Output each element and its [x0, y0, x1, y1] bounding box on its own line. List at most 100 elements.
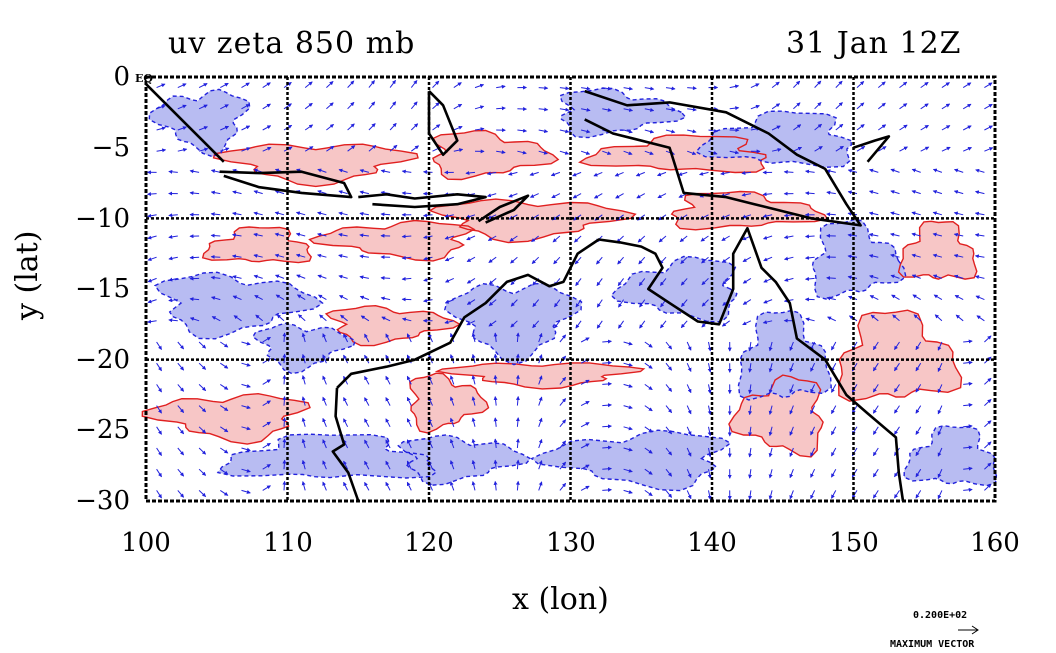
vorticity-contour-layer [141, 87, 998, 492]
wind-vector [596, 278, 603, 287]
wind-vector [317, 190, 327, 195]
wind-vector [810, 384, 816, 394]
wind-vector [262, 400, 271, 407]
wind-vector [572, 171, 582, 177]
wind-vector [474, 127, 485, 132]
wind-vector [962, 82, 972, 89]
wind-vector [644, 405, 653, 412]
negative-vorticity-area [812, 219, 906, 300]
wind-vector [847, 168, 858, 173]
wind-vector [147, 213, 157, 218]
wind-vector [729, 106, 740, 111]
wind-vector [810, 447, 816, 457]
wind-vector [515, 480, 520, 491]
wind-vector [617, 256, 624, 265]
coastline [219, 170, 353, 199]
wind-vector [831, 426, 837, 436]
wind-vector [768, 490, 773, 500]
wind-vector [872, 447, 879, 457]
wind-vector [814, 102, 822, 110]
wind-vector [575, 278, 582, 287]
positive-vorticity-contour [728, 374, 824, 458]
wind-vector [385, 439, 391, 449]
wind-vector [915, 447, 922, 457]
wind-vector [254, 294, 263, 301]
wind-vector [559, 107, 570, 112]
wind-vector [210, 233, 221, 238]
positive-vorticity-contour [308, 219, 476, 262]
wind-vector [471, 332, 476, 343]
wind-vector [572, 193, 582, 199]
wind-vector [984, 147, 994, 152]
wind-vector [304, 102, 313, 110]
wind-vector [974, 275, 985, 280]
wind-vector [554, 299, 561, 308]
wind-vector [890, 232, 900, 237]
wind-vector [789, 405, 794, 415]
wind-vector [198, 447, 207, 455]
wind-vector [231, 233, 242, 238]
wind-vector [975, 168, 985, 173]
wind-vector [156, 126, 166, 131]
wind-vector [581, 86, 591, 91]
wind-vector [301, 375, 306, 385]
wind-vector [984, 377, 992, 385]
wind-vector [538, 396, 543, 406]
wind-vector [550, 171, 561, 177]
wind-vector [559, 150, 570, 155]
wind-vector [488, 256, 497, 263]
wind-vector [220, 447, 229, 454]
wind-vector [241, 362, 251, 367]
wind-vector [282, 353, 287, 364]
wind-vector [933, 294, 943, 301]
wind-vector [364, 439, 370, 449]
wind-vector [984, 483, 992, 491]
wind-vector [742, 277, 752, 284]
wind-vector [232, 211, 242, 216]
wind-vector [255, 314, 264, 322]
wind-vector [262, 336, 271, 343]
wind-vector [529, 171, 539, 177]
wind-vector [449, 481, 455, 491]
positive-vorticity-area [213, 144, 418, 187]
wind-vector [177, 341, 185, 350]
wind-vector [707, 363, 712, 373]
wind-vector [953, 253, 964, 258]
negative-vorticity-contour [559, 87, 687, 139]
scale-label: MAXIMUM VECTOR [890, 639, 975, 650]
wind-vector [869, 168, 879, 173]
wind-vector [322, 439, 327, 449]
wind-vector [644, 362, 653, 369]
wind-vector [301, 481, 306, 491]
wind-vector [364, 481, 370, 491]
wind-vector [326, 81, 334, 88]
wind-vector [406, 396, 412, 406]
wind-vector [963, 466, 973, 471]
wind-vector [295, 211, 306, 216]
wind-vector [444, 235, 454, 240]
wind-vector [602, 339, 612, 344]
wind-vector [810, 468, 816, 478]
negative-vorticity-contour [251, 322, 357, 375]
wind-vector [934, 314, 943, 322]
negative-vorticity-contour [811, 218, 907, 300]
wind-vector [553, 256, 561, 265]
wind-vector [509, 235, 518, 242]
wind-vector [580, 379, 590, 385]
wind-vector [707, 405, 712, 416]
wind-vector [559, 334, 567, 343]
wind-vector [515, 395, 520, 406]
wind-vector [510, 256, 518, 264]
wind-vector [274, 232, 285, 237]
wind-vector [359, 254, 369, 259]
wind-vector [804, 276, 815, 281]
wind-vector [953, 190, 964, 195]
wind-vector [538, 438, 543, 449]
wind-vector [283, 103, 292, 110]
wind-vector [657, 193, 667, 199]
wind-vector [198, 490, 207, 498]
wind-vector [974, 254, 985, 259]
wind-vector [559, 86, 570, 91]
wind-vector [339, 295, 348, 301]
wind-vector [359, 190, 370, 195]
